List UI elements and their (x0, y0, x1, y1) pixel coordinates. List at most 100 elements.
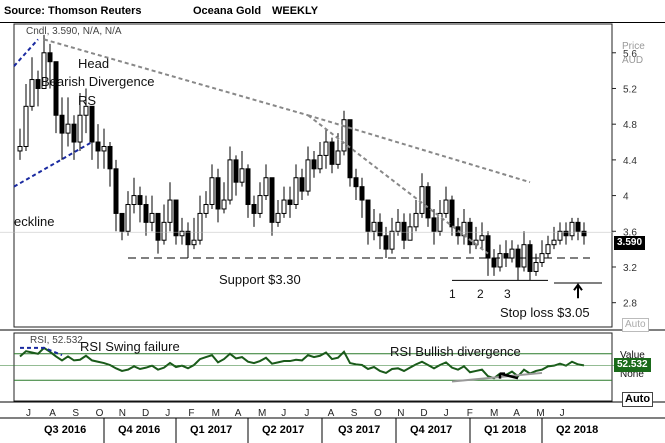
rsi-value-badge: 52.532 (614, 358, 651, 372)
candle-body (497, 253, 503, 268)
month-label: A (49, 408, 56, 419)
candle-body (467, 221, 473, 246)
candle-body (269, 177, 275, 223)
quarter-label: Q3 2017 (338, 424, 381, 436)
price-tick-label: 2.8 (623, 299, 637, 310)
candle-body (449, 199, 455, 228)
candle-body (113, 168, 119, 214)
month-label: N (397, 408, 405, 419)
month-label: D (420, 408, 428, 419)
month-label: A (327, 408, 335, 419)
period-label: WEEKLY (272, 5, 319, 17)
candle-body (539, 253, 545, 264)
candle-body (395, 221, 401, 232)
candle-body (95, 141, 101, 152)
annotation-head: Head (78, 56, 110, 71)
month-label: M (490, 408, 499, 419)
candle-body (425, 186, 431, 219)
month-label: S (72, 408, 80, 419)
candle-body (179, 230, 185, 237)
candle-body (353, 177, 359, 188)
candle-body (47, 52, 53, 63)
candle-body (29, 79, 35, 107)
instrument-label: Gold (236, 5, 262, 17)
annotation-rsi-swing-failure: RSI Swing failure (80, 339, 180, 354)
month-label: J (304, 408, 310, 419)
month-label: O (95, 408, 104, 419)
annotation-rs: RS (78, 93, 97, 108)
candle-body (227, 159, 233, 201)
candle-body (575, 221, 581, 232)
last-price-badge: 3.590 (614, 236, 646, 250)
quarter-label: Q2 2018 (556, 424, 599, 436)
rsi-autoscale-button[interactable]: Auto (622, 392, 654, 407)
candle-body (191, 239, 197, 246)
annotation-neckline: eckline (14, 214, 55, 229)
month-label: J (165, 408, 171, 419)
annotation-support: Support $3.30 (219, 272, 301, 287)
month-label: F (188, 408, 195, 419)
candle-body (101, 145, 107, 152)
price-tick-label: 5.6 (623, 49, 637, 60)
quarter-label: Q3 2016 (44, 424, 87, 436)
annotation-low-1: 1 (449, 287, 456, 301)
source-label: Source: Thomson Reuters (4, 5, 142, 17)
candle-body (413, 212, 419, 228)
candle-body (533, 262, 539, 272)
candle-body (203, 204, 209, 214)
candle-body (479, 235, 485, 241)
candle-body (245, 168, 251, 206)
candle-body (263, 177, 269, 197)
month-label: M (211, 408, 220, 419)
candle-body (143, 204, 149, 223)
candle-body (521, 244, 527, 268)
candle-body (401, 221, 407, 241)
candle-body (125, 204, 131, 232)
price-tick-label: 4.8 (623, 120, 637, 131)
candle-body (65, 123, 71, 134)
candle-body (17, 145, 23, 152)
candle-body (491, 257, 497, 268)
month-label: J (26, 408, 31, 419)
chart-header: Source: Thomson Reuters Oceana Gold WEEK… (0, 0, 665, 22)
candle-body (173, 199, 179, 237)
candle-body (137, 195, 143, 206)
downtrend-line (307, 114, 489, 255)
neckline (13, 141, 93, 188)
candle-body (305, 159, 311, 192)
price-axis-title: Price (622, 41, 645, 52)
annotation-low-3: 3 (504, 287, 511, 301)
candle-body (383, 235, 389, 250)
rsi-swing-line (20, 346, 63, 357)
candle-body (59, 114, 65, 134)
candle-body (53, 61, 59, 116)
candle-body (311, 159, 317, 170)
price-tick-label: 5.2 (623, 84, 637, 95)
quarter-label: Q1 2017 (190, 424, 233, 436)
price-tick-label: 4.4 (623, 156, 637, 167)
candle-body (563, 230, 569, 237)
price-tick-label: 3.2 (623, 263, 637, 274)
annotation-stop-loss: Stop loss $3.05 (500, 305, 590, 320)
candle-body (419, 186, 425, 214)
candle-body (89, 105, 95, 143)
month-label: J (443, 408, 449, 419)
price-autoscale-button[interactable]: Auto (622, 318, 649, 332)
candle-body (503, 253, 509, 259)
candle-body (167, 199, 173, 223)
candle-body (23, 105, 29, 147)
candle-body (431, 217, 437, 232)
candle-body (149, 212, 155, 223)
month-label: F (466, 408, 473, 419)
candle-body (197, 212, 203, 241)
month-label: M (536, 408, 545, 419)
candle-body (551, 239, 557, 246)
price-plot-area (13, 23, 613, 328)
rsi-divergence-line (451, 371, 543, 383)
month-label: J (559, 408, 565, 419)
candle-body (257, 195, 263, 214)
candle-body (323, 141, 329, 156)
candle-body (215, 177, 221, 210)
